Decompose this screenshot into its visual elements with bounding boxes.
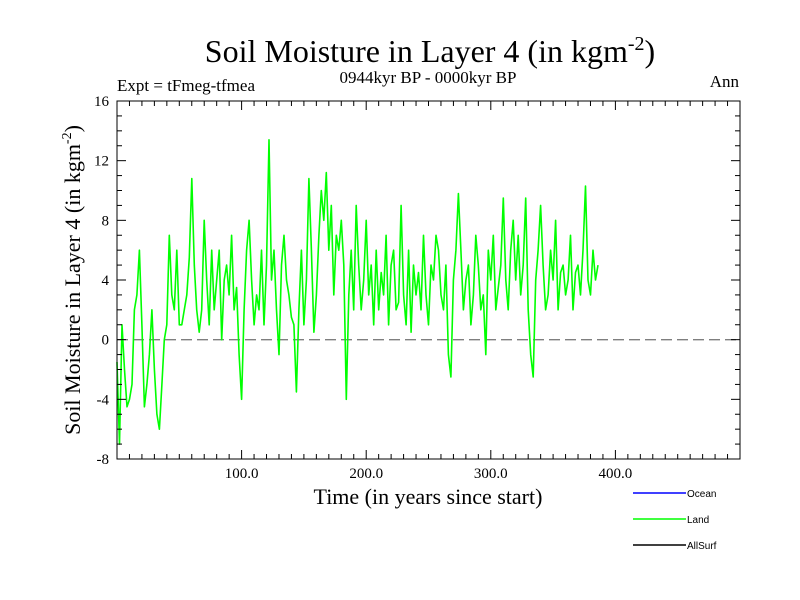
y-tick-label: -4 — [97, 392, 110, 408]
y-axis-label-main: Soil Moisture in Layer 4 (in kgm — [60, 144, 85, 435]
x-tick-label: 200.0 — [349, 466, 383, 482]
series-line-land — [116, 139, 599, 445]
y-tick-label: 0 — [102, 333, 110, 349]
y-tick-label: -8 — [97, 452, 110, 468]
x-tick-label: 300.0 — [474, 466, 508, 482]
legend: Ocean Land AllSurf — [633, 489, 717, 552]
y-axis-label: Soil Moisture in Layer 4 (in kgm-2) — [60, 125, 85, 435]
chart-title-close: ) — [645, 33, 656, 69]
y-tick-label: 16 — [94, 94, 110, 110]
plot-frame — [116, 100, 741, 460]
legend-label-land: Land — [687, 515, 709, 526]
series-group — [116, 139, 599, 445]
subtitle-date-range: 0944kyr BP - 0000kyr BP — [340, 68, 517, 87]
ticks-group — [117, 100, 740, 460]
season-label: Ann — [710, 72, 740, 91]
chart-title: Soil Moisture in Layer 4 (in kgm-2) — [205, 33, 655, 69]
y-tick-label: 12 — [94, 154, 109, 170]
x-tick-label: 400.0 — [599, 466, 633, 482]
legend-label-allsurf: AllSurf — [687, 541, 717, 552]
y-axis-label-close: ) — [60, 125, 85, 132]
x-tick-label: 100.0 — [225, 466, 259, 482]
y-axis-label-superscript: -2 — [60, 132, 75, 144]
y-tick-label: 4 — [102, 273, 110, 289]
x-axis-label: Time (in years since start) — [314, 484, 543, 509]
chart-title-main: Soil Moisture in Layer 4 (in kgm — [205, 33, 628, 69]
chart-title-superscript: -2 — [628, 33, 645, 55]
legend-label-ocean: Ocean — [687, 489, 716, 500]
y-tick-label: 8 — [102, 213, 110, 229]
experiment-label: Expt = tFmeg-tfmea — [117, 76, 255, 95]
tick-labels-group: -8 -4 0 4 8 12 16 100.0 200.0 300.0 400.0 — [94, 94, 632, 482]
